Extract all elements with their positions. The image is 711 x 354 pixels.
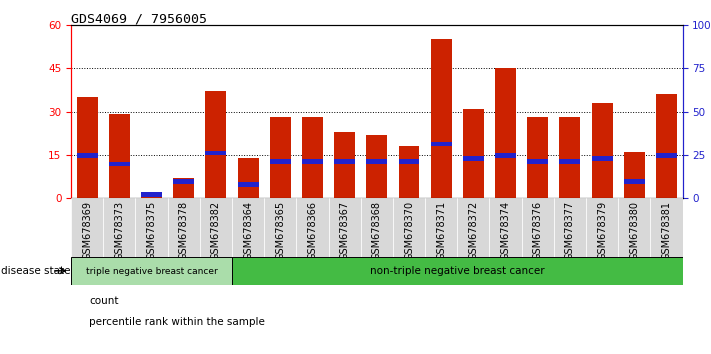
Text: GSM678368: GSM678368 [372,201,382,260]
Text: disease state: disease state [1,266,70,276]
Bar [425,198,457,257]
Bar [269,117,291,198]
Text: GSM678373: GSM678373 [114,201,124,260]
Text: GSM678371: GSM678371 [436,201,447,260]
Bar [651,198,683,257]
Text: GDS4069 / 7956005: GDS4069 / 7956005 [71,12,207,25]
Text: GSM678369: GSM678369 [82,201,92,260]
Bar [141,193,162,198]
Bar [334,132,355,198]
Bar [232,198,264,257]
Bar [624,152,645,198]
Bar [624,179,645,184]
Bar [399,159,419,164]
Bar [328,198,360,257]
Text: GSM678380: GSM678380 [629,201,639,260]
Bar [109,114,130,198]
Text: GSM678378: GSM678378 [178,201,188,260]
Bar [393,198,425,257]
Bar [618,198,651,257]
Bar [431,142,451,146]
Bar [71,198,103,257]
Bar [237,158,259,198]
Bar [237,182,259,187]
Bar [366,135,387,198]
Text: GSM678366: GSM678366 [307,201,318,260]
Bar [399,146,419,198]
Bar [71,257,232,285]
Text: GSM678367: GSM678367 [340,201,350,260]
Text: GSM678372: GSM678372 [469,201,479,261]
Bar [522,198,554,257]
Text: GSM678381: GSM678381 [661,201,671,260]
Bar [489,198,522,257]
Text: GSM678370: GSM678370 [404,201,414,260]
Text: GSM678382: GSM678382 [211,201,221,260]
Bar [77,97,97,198]
Text: non-triple negative breast cancer: non-triple negative breast cancer [370,266,545,276]
Bar [360,198,393,257]
Text: GSM678365: GSM678365 [275,201,285,260]
Text: GSM678379: GSM678379 [597,201,607,260]
Bar [586,198,618,257]
Text: GSM678377: GSM678377 [565,201,575,261]
Bar [457,198,489,257]
Bar [656,153,677,158]
Bar [528,117,548,198]
Bar [103,198,136,257]
Bar [302,117,323,198]
Bar [173,178,194,198]
Bar [656,94,677,198]
Text: GSM678364: GSM678364 [243,201,253,260]
Text: percentile rank within the sample: percentile rank within the sample [89,317,264,327]
Bar [136,198,168,257]
Bar [592,156,613,161]
Text: GSM678376: GSM678376 [533,201,542,260]
Bar [528,159,548,164]
Bar [77,153,97,158]
Bar [232,257,683,285]
Bar [495,68,516,198]
Bar [205,150,226,155]
Bar [173,179,194,184]
Bar [302,159,323,164]
Bar [431,39,451,198]
Bar [141,193,162,197]
Bar [495,153,516,158]
Bar [560,117,580,198]
Bar [200,198,232,257]
Bar [463,156,483,161]
Text: GSM678374: GSM678374 [501,201,510,260]
Bar [264,198,296,257]
Text: count: count [89,296,118,306]
Bar [109,162,130,166]
Bar [463,109,483,198]
Text: GSM678375: GSM678375 [146,201,156,261]
Bar [269,159,291,164]
Bar [296,198,328,257]
Bar [205,91,226,198]
Bar [560,159,580,164]
Bar [592,103,613,198]
Bar [554,198,586,257]
Text: triple negative breast cancer: triple negative breast cancer [86,267,218,276]
Bar [366,159,387,164]
Bar [334,159,355,164]
Bar [168,198,200,257]
